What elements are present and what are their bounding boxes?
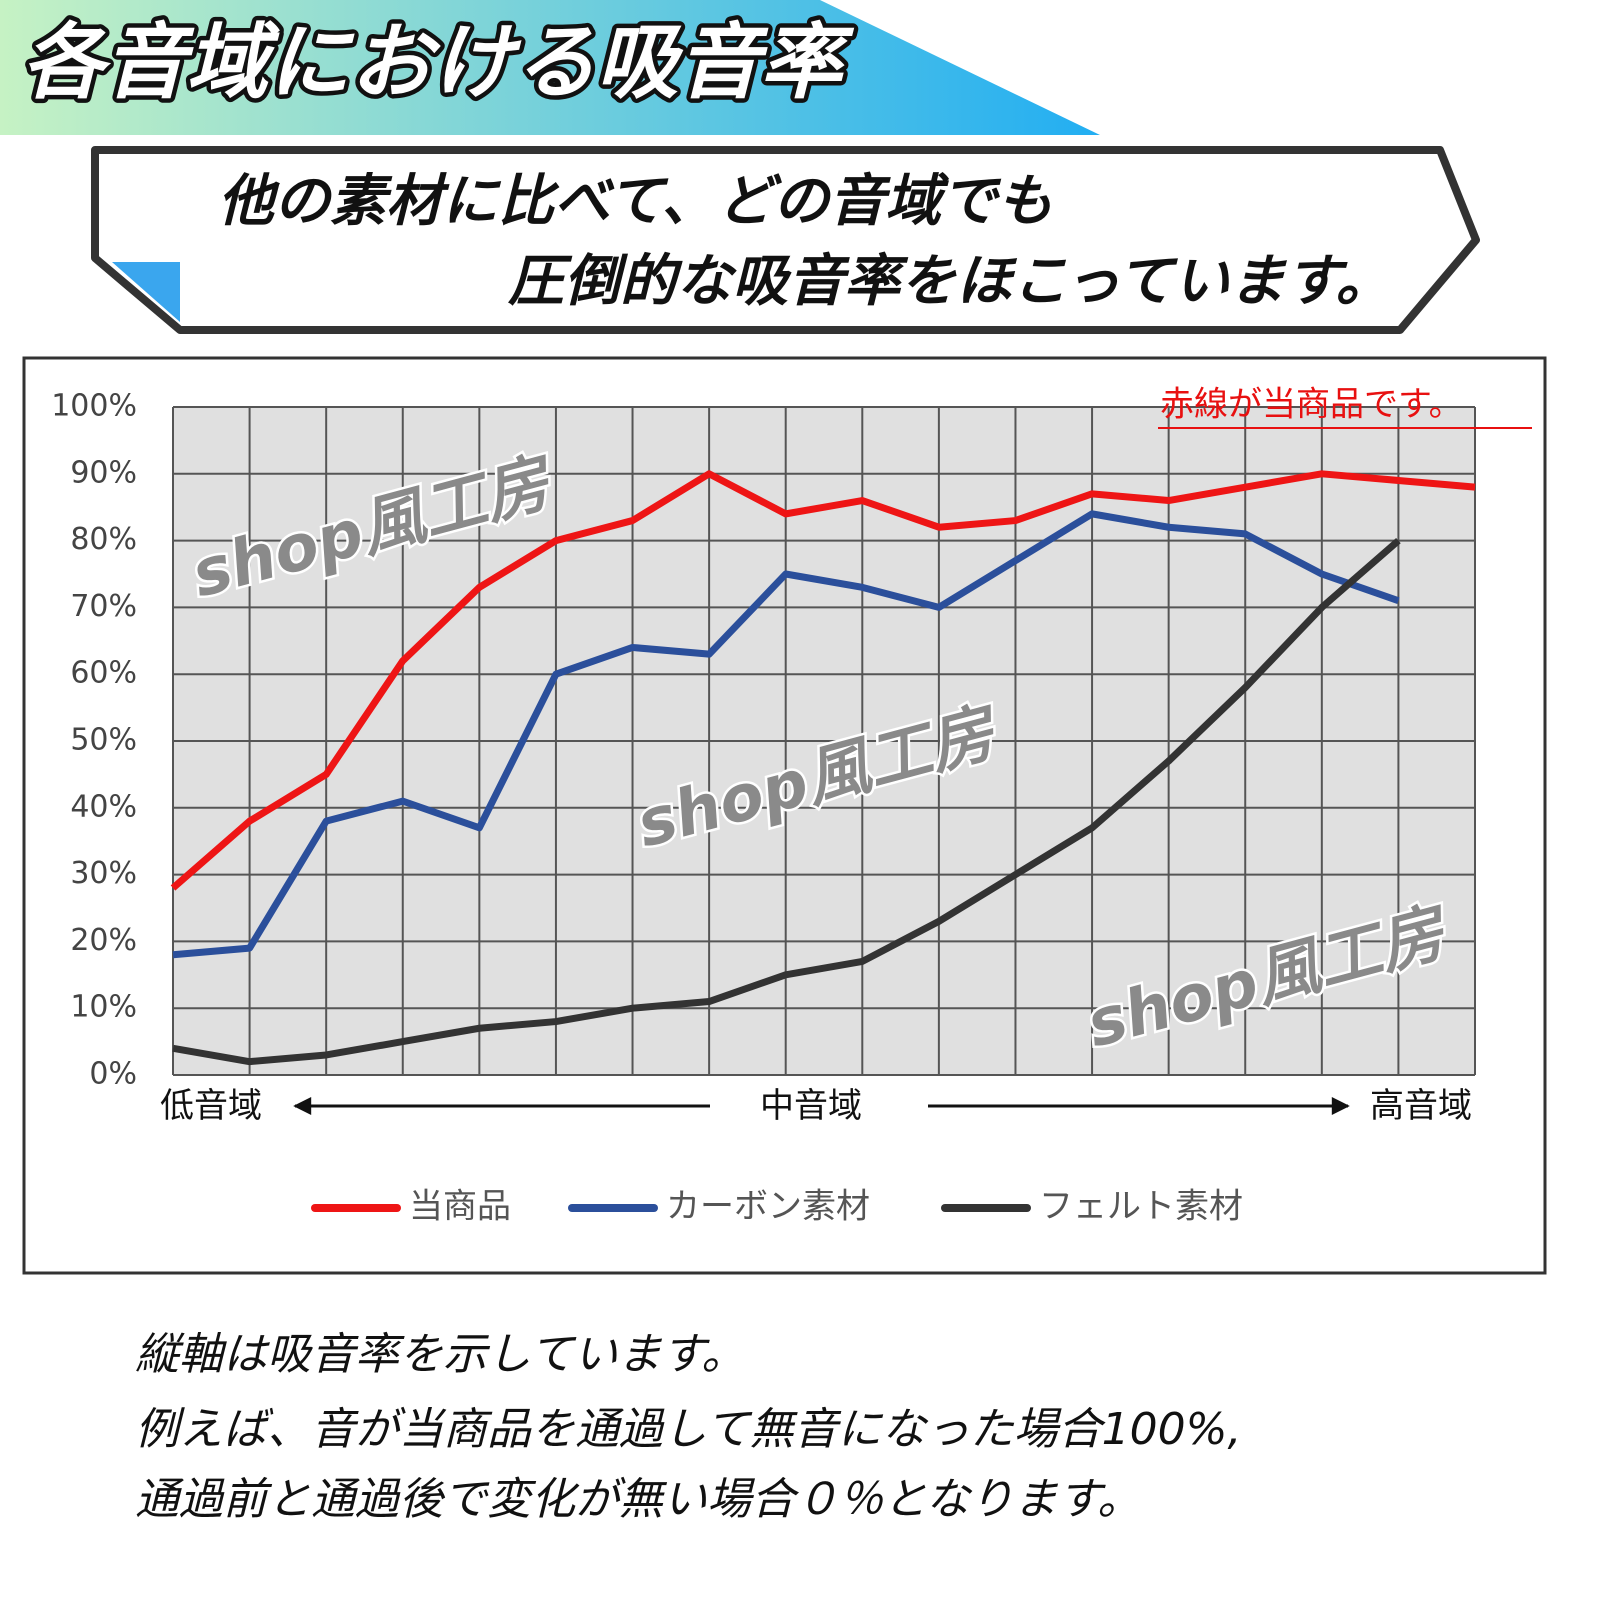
callout-line: 他の素材に比べて、どの音域でも [218, 169, 1053, 234]
legend-label: フェルト素材 [1039, 1187, 1243, 1227]
legend-label: カーボン素材 [666, 1187, 870, 1227]
header-title: 各音域における吸音率 [22, 15, 855, 110]
y-tick-label: 0% [89, 1057, 137, 1092]
legend-label: 当商品 [409, 1187, 511, 1227]
y-tick-label: 50% [70, 723, 137, 758]
y-tick-label: 60% [70, 656, 137, 691]
y-tick-label: 40% [70, 789, 137, 824]
callout-fold [112, 262, 180, 322]
header-band [0, 0, 1100, 135]
callout-line: 圧倒的な吸音率をほこっています。 [507, 249, 1392, 314]
x-annotation: 中音域 [760, 1086, 862, 1126]
callout-box [91, 146, 1480, 334]
footer-line: 例えば、音が当商品を通過して無音になった場合100%, [135, 1404, 1241, 1455]
chart-note: 赤線が当商品です。 [1160, 385, 1463, 425]
y-tick-label: 80% [70, 522, 137, 557]
y-tick-label: 10% [70, 990, 137, 1025]
x-annotation: 高音域 [1370, 1086, 1472, 1126]
footer-line: 縦軸は吸音率を示しています。 [135, 1329, 745, 1380]
footer-line: 通過前と通過後で変化が無い場合０％となります。 [135, 1474, 1141, 1525]
x-annotation: 低音域 [160, 1086, 262, 1126]
y-tick-label: 70% [70, 589, 137, 624]
series-line [172, 537, 1401, 1066]
y-tick-label: 100% [51, 389, 137, 424]
y-tick-label: 30% [70, 856, 137, 891]
series-line [170, 470, 1476, 891]
y-tick-label: 20% [70, 923, 137, 958]
y-tick-label: 90% [70, 455, 137, 490]
series-line [172, 510, 1400, 959]
chart: 0%10%20%30%40%50%60%70%80%90%100%shop風工房… [51, 385, 1532, 1227]
